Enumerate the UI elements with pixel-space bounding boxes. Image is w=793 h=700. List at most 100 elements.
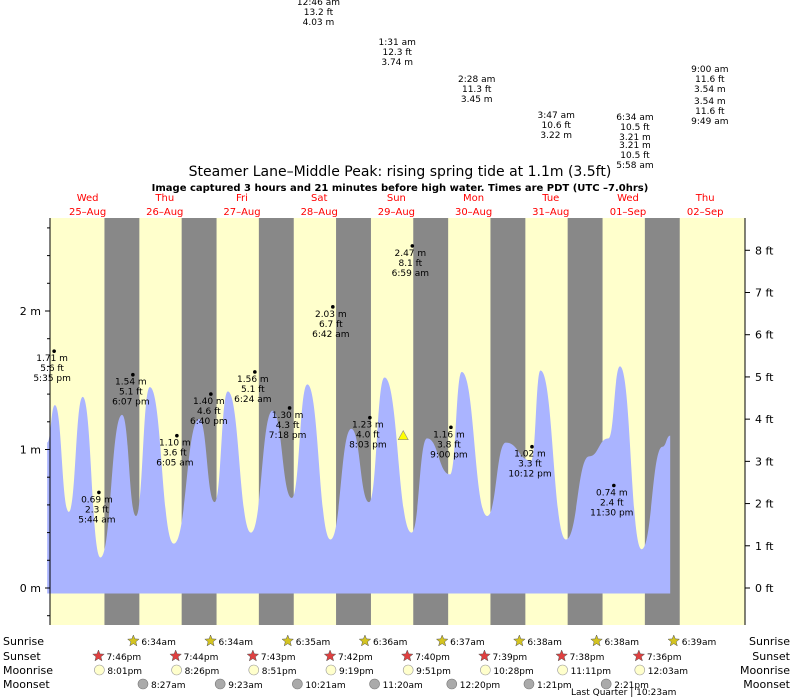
sunset-star-icon xyxy=(632,649,646,662)
moonrise-time: 12:03am xyxy=(648,667,688,677)
offscale-label: 6:34 am xyxy=(616,113,653,123)
day-date: 29–Aug xyxy=(378,207,415,218)
sunset-star-icon xyxy=(323,649,337,662)
extreme-time: 6:07 pm xyxy=(112,398,150,408)
left-tick-label: 0 m xyxy=(20,582,41,595)
moonset-icon xyxy=(137,678,149,690)
extreme-dot xyxy=(97,490,101,495)
moonrise-icon xyxy=(248,664,260,676)
extreme-value-ft: 4.6 ft xyxy=(197,407,221,417)
right-tick-label: 0 ft xyxy=(755,582,774,595)
moonrise-time: 10:28pm xyxy=(493,667,533,677)
extreme-dot xyxy=(368,415,372,420)
moonset-icon xyxy=(523,678,535,690)
extreme-dot xyxy=(530,444,534,449)
offscale-label: 4.03 m xyxy=(303,18,335,28)
moonset-icon xyxy=(369,678,380,690)
offscale-label: 3.45 m xyxy=(461,95,493,105)
left-tick-label: 1 m xyxy=(20,444,41,457)
row-label-left: Sunrise xyxy=(3,635,44,648)
moonrise-time: 11:11pm xyxy=(571,667,611,677)
extreme-value-ft: 3.3 ft xyxy=(518,460,542,470)
extreme-value-ft: 4.0 ft xyxy=(356,431,380,441)
sunrise-time: 6:39am xyxy=(682,638,717,648)
day-date: 28–Aug xyxy=(301,207,338,218)
offscale-label: 11.6 ft xyxy=(695,75,725,85)
extreme-value-m: 1.71 m xyxy=(36,354,68,364)
sunset-star-icon xyxy=(555,649,569,662)
sunrise-star-icon xyxy=(281,634,295,647)
row-label-right: Sunset xyxy=(752,650,790,663)
chart-subtitle: Image captured 3 hours and 21 minutes be… xyxy=(152,183,649,194)
offscale-label: 11.6 ft xyxy=(695,107,725,117)
offscale-label: 2:28 am xyxy=(458,75,495,85)
sunrise-time: 6:34am xyxy=(141,638,176,648)
moonrise-time: 9:51pm xyxy=(416,667,451,677)
sunrise-time: 6:35am xyxy=(296,638,331,648)
row-label-right: Moonset xyxy=(743,678,790,691)
offscale-label: 3.21 m xyxy=(619,133,651,143)
moonset-time: 8:27am xyxy=(151,681,186,691)
extreme-time: 6:24 am xyxy=(234,395,271,405)
day-name: Fri xyxy=(236,193,248,204)
extreme-value-ft: 4.3 ft xyxy=(276,421,300,431)
moonset-icon xyxy=(600,678,612,690)
offscale-label: 10.5 ft xyxy=(620,151,650,161)
day-date: 02–Sep xyxy=(687,207,724,218)
extreme-value-ft: 5.6 ft xyxy=(40,364,64,374)
sunrise-time: 6:36am xyxy=(373,638,408,648)
extreme-time: 10:12 pm xyxy=(508,470,551,480)
right-tick-label: 8 ft xyxy=(755,244,774,257)
extreme-dot xyxy=(253,370,257,374)
extreme-dot xyxy=(52,349,56,353)
day-name: Thu xyxy=(154,193,174,204)
sunset-time: 7:46pm xyxy=(106,653,141,663)
moonrise-time: 8:26pm xyxy=(185,667,220,677)
day-name: Sun xyxy=(387,193,406,204)
offscale-label: 9:49 am xyxy=(691,117,728,127)
row-label-left: Moonset xyxy=(3,678,50,691)
moonset-time: 10:21am xyxy=(305,681,345,691)
extreme-dot xyxy=(131,372,135,377)
extreme-time: 6:05 am xyxy=(156,459,193,469)
right-tick-label: 1 ft xyxy=(755,540,774,553)
offscale-label: 3.54 m xyxy=(694,97,726,107)
extreme-value-ft: 5.1 ft xyxy=(119,388,143,398)
row-label-left: Sunset xyxy=(3,650,41,663)
moonrise-icon xyxy=(171,664,182,676)
sunrise-star-icon xyxy=(204,634,217,647)
current-tide-marker xyxy=(397,430,409,440)
offscale-label: 13.2 ft xyxy=(304,8,334,18)
extreme-time: 5:35 pm xyxy=(33,374,71,384)
extreme-dot xyxy=(449,425,453,430)
sunset-star-icon xyxy=(169,649,183,662)
day-name: Mon xyxy=(463,193,484,204)
moonset-time: 12:20pm xyxy=(460,681,500,691)
moonrise-icon xyxy=(480,664,491,676)
extreme-dot xyxy=(612,483,616,488)
day-name: Wed xyxy=(617,193,639,204)
day-date: 27–Aug xyxy=(223,207,260,218)
day-date: 26–Aug xyxy=(146,207,183,218)
extreme-value-m: 1.23 m xyxy=(352,421,384,431)
sunrise-star-icon xyxy=(126,634,140,647)
extreme-value-ft: 2.4 ft xyxy=(600,499,624,509)
offscale-label: 5:58 am xyxy=(616,161,653,171)
day-name: Thu xyxy=(695,193,715,204)
day-date: 30–Aug xyxy=(455,207,492,218)
sunrise-star-icon xyxy=(512,634,526,647)
day-name: Tue xyxy=(541,193,559,204)
extreme-time: 8:03 pm xyxy=(349,441,387,451)
offscale-label: 11.3 ft xyxy=(462,85,492,95)
offscale-label: 10.6 ft xyxy=(542,121,572,131)
moonset-icon xyxy=(292,678,303,690)
right-tick-label: 6 ft xyxy=(755,329,774,342)
moonrise-time: 8:51pm xyxy=(262,667,297,677)
sunrise-star-icon xyxy=(435,634,449,647)
extreme-value-ft: 2.3 ft xyxy=(85,505,109,515)
offscale-label: 12:46 am xyxy=(297,0,340,8)
right-tick-label: 3 ft xyxy=(755,455,774,468)
right-tick-label: 4 ft xyxy=(755,413,774,426)
offscale-label: 3.21 m xyxy=(619,141,651,151)
